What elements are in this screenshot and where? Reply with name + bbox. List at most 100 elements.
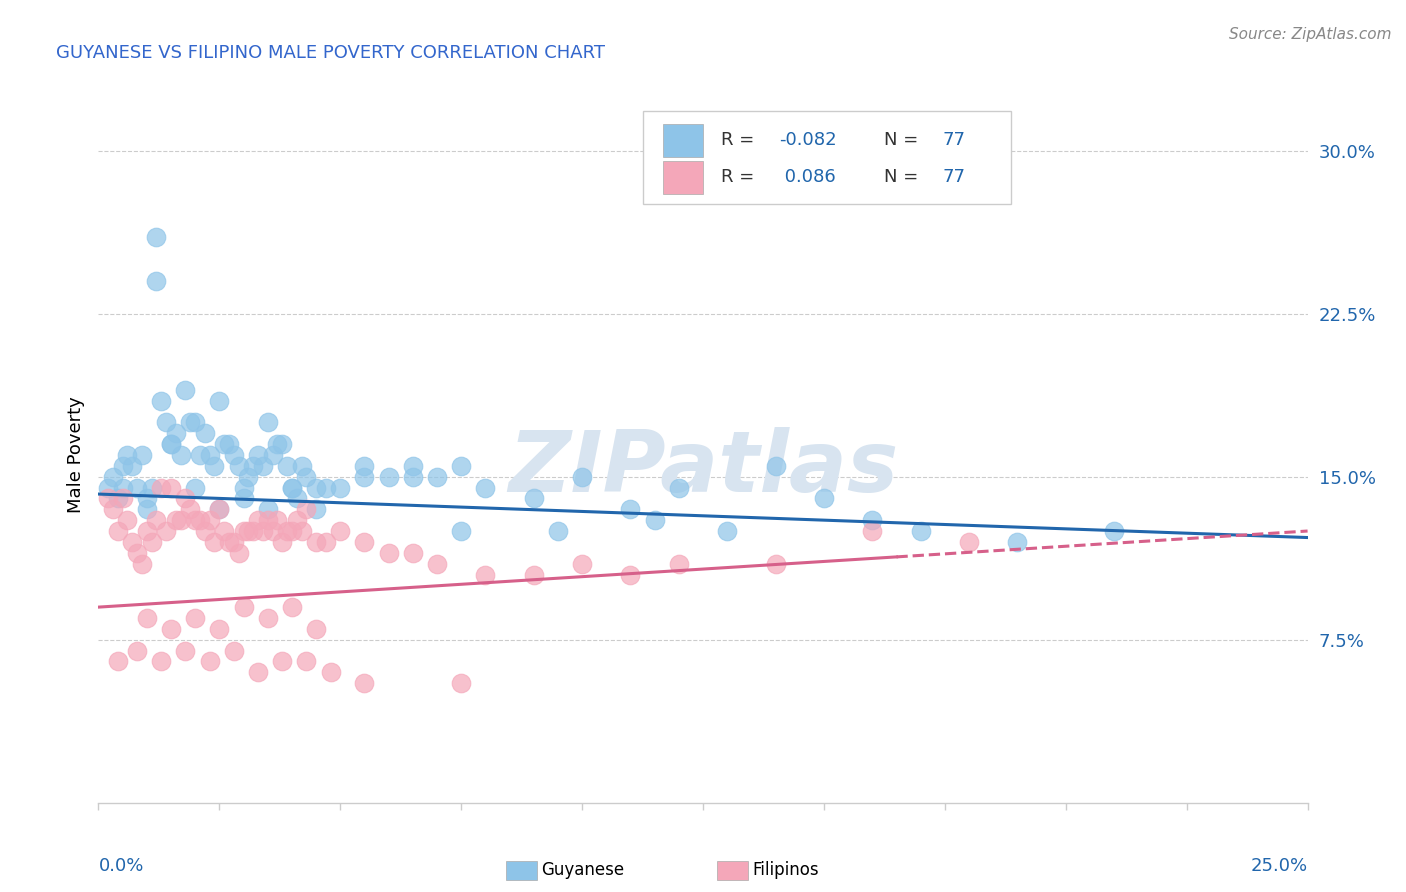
Point bbox=[290, 458, 312, 473]
Point bbox=[668, 557, 690, 571]
Point bbox=[135, 491, 157, 506]
Point bbox=[198, 448, 221, 462]
Point bbox=[179, 502, 201, 516]
Point bbox=[208, 393, 231, 408]
Point bbox=[276, 458, 298, 473]
Point bbox=[281, 481, 304, 495]
Point bbox=[127, 643, 149, 657]
Point bbox=[256, 415, 278, 429]
Point bbox=[174, 491, 197, 506]
Point bbox=[860, 524, 883, 538]
Point bbox=[271, 655, 294, 669]
Point bbox=[450, 676, 472, 690]
Point bbox=[155, 415, 177, 429]
Point bbox=[426, 469, 449, 483]
Point bbox=[295, 655, 318, 669]
Point bbox=[238, 469, 260, 483]
Point bbox=[377, 469, 399, 483]
Text: Source: ZipAtlas.com: Source: ZipAtlas.com bbox=[1229, 27, 1392, 42]
Point bbox=[107, 491, 129, 506]
Point bbox=[315, 481, 337, 495]
Point bbox=[305, 622, 328, 636]
Point bbox=[145, 230, 167, 244]
Point bbox=[111, 458, 134, 473]
Point bbox=[256, 611, 278, 625]
Point bbox=[256, 513, 278, 527]
Point bbox=[101, 469, 124, 483]
Point bbox=[107, 524, 129, 538]
Point bbox=[285, 513, 308, 527]
Point bbox=[271, 535, 294, 549]
Point bbox=[1102, 524, 1125, 538]
Point bbox=[228, 458, 250, 473]
Point bbox=[135, 611, 157, 625]
Point bbox=[150, 393, 173, 408]
Point bbox=[208, 502, 231, 516]
Point bbox=[121, 535, 143, 549]
Point bbox=[247, 513, 270, 527]
Point bbox=[523, 567, 546, 582]
Point bbox=[474, 567, 496, 582]
Text: GUYANESE VS FILIPINO MALE POVERTY CORRELATION CHART: GUYANESE VS FILIPINO MALE POVERTY CORREL… bbox=[56, 45, 605, 62]
Point bbox=[305, 502, 328, 516]
Point bbox=[184, 415, 207, 429]
Text: 0.0%: 0.0% bbox=[98, 857, 143, 875]
Point bbox=[208, 502, 231, 516]
Y-axis label: Male Poverty: Male Poverty bbox=[66, 397, 84, 513]
Text: 0.086: 0.086 bbox=[779, 169, 837, 186]
Point bbox=[547, 524, 569, 538]
Text: 77: 77 bbox=[942, 169, 966, 186]
Point bbox=[165, 426, 187, 441]
Point bbox=[426, 557, 449, 571]
Text: R =: R = bbox=[721, 131, 761, 150]
Point bbox=[252, 524, 274, 538]
Point bbox=[198, 513, 221, 527]
Point bbox=[1007, 535, 1029, 549]
Point bbox=[179, 415, 201, 429]
Point bbox=[402, 458, 425, 473]
Point bbox=[910, 524, 932, 538]
Point bbox=[668, 481, 690, 495]
FancyBboxPatch shape bbox=[643, 111, 1011, 204]
Point bbox=[212, 524, 235, 538]
Point bbox=[222, 535, 245, 549]
Point bbox=[184, 481, 207, 495]
Text: Guyanese: Guyanese bbox=[541, 861, 624, 879]
Point bbox=[262, 524, 284, 538]
Point bbox=[765, 458, 787, 473]
Point bbox=[212, 437, 235, 451]
Point bbox=[232, 524, 254, 538]
Point bbox=[150, 481, 173, 495]
Point bbox=[353, 535, 375, 549]
Point bbox=[131, 448, 153, 462]
Point bbox=[295, 502, 318, 516]
Point bbox=[194, 426, 217, 441]
Point bbox=[450, 524, 472, 538]
Point bbox=[198, 655, 221, 669]
Point bbox=[329, 481, 352, 495]
Point bbox=[271, 437, 294, 451]
Point bbox=[111, 481, 134, 495]
Point bbox=[402, 469, 425, 483]
Point bbox=[619, 567, 641, 582]
Point bbox=[155, 524, 177, 538]
Point bbox=[208, 622, 231, 636]
Text: -0.082: -0.082 bbox=[779, 131, 837, 150]
Point bbox=[474, 481, 496, 495]
FancyBboxPatch shape bbox=[664, 161, 703, 194]
Point bbox=[329, 524, 352, 538]
Point bbox=[184, 513, 207, 527]
Point bbox=[97, 491, 120, 506]
Point bbox=[188, 513, 211, 527]
Point bbox=[266, 437, 288, 451]
Point bbox=[353, 676, 375, 690]
Point bbox=[281, 600, 304, 615]
Point bbox=[150, 655, 173, 669]
Point bbox=[450, 458, 472, 473]
Point bbox=[145, 274, 167, 288]
Point bbox=[97, 481, 120, 495]
Point bbox=[256, 502, 278, 516]
Point bbox=[305, 481, 328, 495]
Text: N =: N = bbox=[884, 169, 924, 186]
Point bbox=[117, 448, 139, 462]
